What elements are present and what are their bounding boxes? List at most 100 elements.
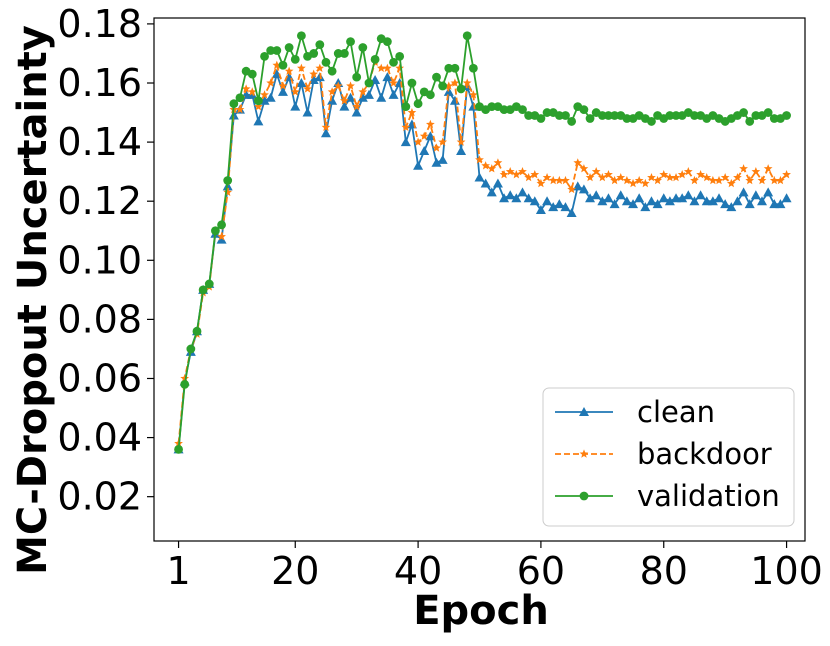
data-point-backdoor — [425, 119, 435, 129]
data-point-backdoor — [616, 172, 626, 182]
data-point-backdoor — [407, 107, 417, 117]
x-tick-label: 100 — [750, 549, 823, 593]
legend-marker-validation — [579, 491, 589, 501]
legend-item-clean: clean — [555, 395, 715, 429]
data-point-backdoor — [769, 175, 779, 185]
y-axis-label: MC-Dropout Uncertainty — [10, 25, 56, 575]
data-point-validation — [278, 60, 288, 70]
legend-label-validation: validation — [637, 479, 780, 513]
data-point-backdoor — [327, 87, 337, 96]
data-point-backdoor — [567, 184, 576, 194]
data-point-clean — [419, 145, 430, 155]
data-point-backdoor — [542, 172, 552, 182]
data-point-backdoor — [241, 84, 251, 93]
data-point-validation — [604, 111, 613, 120]
data-point-validation — [438, 81, 448, 91]
data-point-validation — [665, 111, 675, 120]
data-point-clean — [382, 72, 393, 82]
data-point-clean — [566, 208, 577, 218]
data-point-backdoor — [591, 167, 601, 176]
data-point-clean — [554, 199, 565, 209]
data-point-backdoor — [247, 87, 257, 96]
data-point-backdoor — [432, 143, 441, 152]
data-point-validation — [432, 72, 441, 82]
data-point-clean — [738, 187, 749, 197]
legend-item-validation: validation — [555, 479, 780, 513]
data-point-backdoor — [333, 81, 343, 90]
data-point-backdoor — [702, 172, 712, 182]
data-point-clean — [726, 202, 737, 212]
data-point-backdoor — [604, 170, 613, 179]
data-point-backdoor — [696, 170, 705, 179]
data-point-validation — [321, 57, 331, 67]
data-point-backdoor — [714, 175, 724, 185]
data-point-backdoor — [518, 167, 527, 176]
data-point-clean — [486, 187, 497, 197]
data-point-clean — [597, 196, 608, 206]
data-point-clean — [535, 205, 546, 215]
data-point-validation — [622, 114, 632, 123]
data-point-backdoor — [272, 60, 282, 69]
data-point-validation — [579, 105, 589, 114]
data-point-backdoor — [751, 167, 761, 176]
data-point-backdoor — [726, 178, 736, 188]
data-point-validation — [389, 57, 398, 67]
data-point-clean — [376, 92, 387, 102]
y-tick-label: 0.08 — [57, 297, 142, 341]
data-point-backdoor — [511, 170, 521, 179]
data-point-backdoor — [628, 178, 638, 188]
y-tick-label: 0.16 — [57, 61, 142, 105]
data-point-backdoor — [438, 137, 448, 146]
data-point-validation — [315, 40, 325, 49]
data-point-backdoor — [708, 175, 718, 185]
data-point-clean — [677, 193, 688, 203]
data-point-backdoor — [413, 137, 423, 146]
data-point-clean — [652, 199, 663, 209]
data-point-clean — [732, 196, 743, 206]
data-point-backdoor — [733, 172, 742, 182]
data-point-clean — [720, 199, 731, 209]
data-point-validation — [395, 52, 405, 61]
data-point-validation — [462, 31, 472, 41]
data-point-backdoor — [677, 170, 687, 179]
data-point-validation — [217, 220, 226, 230]
data-point-validation — [763, 108, 773, 117]
data-point-clean — [505, 190, 516, 200]
data-point-clean — [646, 196, 657, 206]
data-point-backdoor — [456, 137, 466, 146]
data-point-backdoor — [389, 78, 398, 87]
data-point-clean — [400, 137, 411, 147]
data-point-backdoor — [401, 122, 411, 132]
data-point-backdoor — [493, 158, 503, 167]
data-point-backdoor — [579, 164, 589, 173]
data-point-backdoor — [597, 172, 607, 182]
data-point-backdoor — [585, 172, 595, 182]
data-point-clean — [499, 193, 510, 203]
data-point-backdoor — [340, 96, 349, 105]
data-point-backdoor — [303, 84, 312, 93]
data-point-clean — [228, 110, 239, 120]
data-point-validation — [290, 54, 300, 64]
data-point-backdoor — [395, 63, 405, 72]
legend-items: clean backdoor validation — [555, 395, 780, 513]
data-point-validation — [524, 111, 534, 120]
data-point-validation — [536, 114, 546, 123]
data-point-clean — [585, 193, 596, 203]
data-point-backdoor — [217, 232, 226, 241]
data-point-clean — [480, 178, 491, 188]
data-point-validation — [204, 279, 214, 289]
data-point-clean — [290, 101, 301, 111]
data-point-clean — [425, 131, 436, 141]
data-point-backdoor — [524, 172, 534, 182]
x-tick-label: 20 — [271, 549, 319, 593]
data-point-validation — [284, 43, 294, 52]
data-point-backdoor — [481, 161, 491, 170]
y-tick-label: 0.06 — [57, 356, 142, 400]
data-point-validation — [223, 176, 233, 185]
data-point-validation — [229, 99, 239, 109]
data-point-backdoor — [309, 69, 319, 78]
data-point-clean — [511, 193, 522, 203]
data-point-backdoor — [622, 175, 632, 185]
data-point-clean — [615, 190, 626, 200]
